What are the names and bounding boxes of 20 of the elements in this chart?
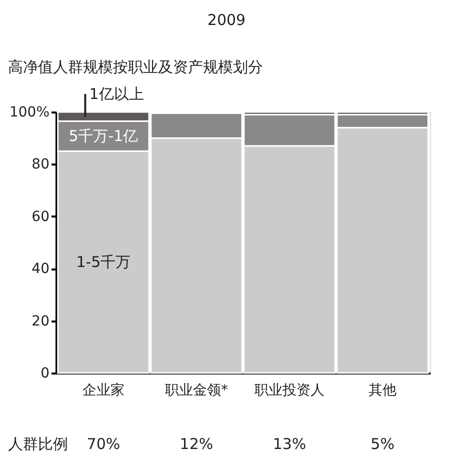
chart-title: 2009	[207, 11, 246, 29]
y-tick-label: 20	[32, 313, 50, 330]
x-tick-label: 职业投资人	[254, 382, 325, 398]
x-tick-label: 职业金领*	[164, 382, 228, 398]
text: 12%	[180, 435, 214, 453]
text: 13%	[272, 435, 306, 453]
text: 人群比例	[8, 435, 68, 453]
y-tick-label: 80	[32, 156, 50, 173]
text: 5%	[370, 435, 394, 453]
y-tick-label: 40	[32, 261, 50, 278]
series-label: 1亿以上	[89, 85, 144, 103]
x-tick-label: 企业家	[82, 382, 124, 398]
y-tick-label: 60	[32, 208, 50, 225]
text: 70%	[86, 435, 120, 453]
chart-subtitle: 高净值人群规模按职业及资产规模划分	[8, 58, 263, 76]
series-label: 5千万-1亿	[68, 127, 138, 146]
x-tick-label: 其他	[368, 382, 397, 398]
y-tick-label: 0	[40, 366, 50, 382]
y-tick-label: 100%	[9, 104, 50, 120]
series-label: 1-5千万	[76, 253, 131, 272]
